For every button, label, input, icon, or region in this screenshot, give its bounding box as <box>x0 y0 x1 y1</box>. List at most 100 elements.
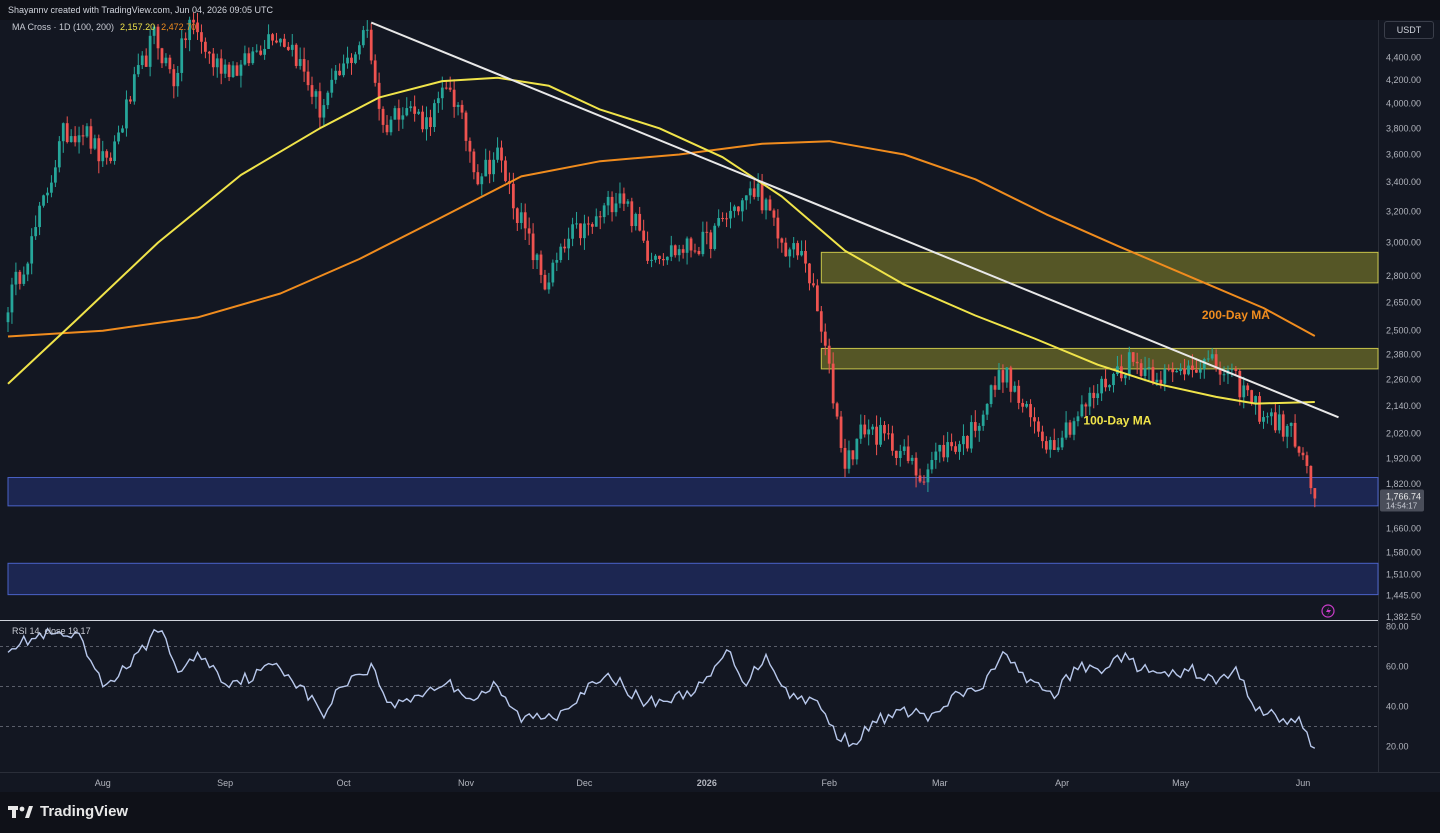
candle[interactable] <box>164 53 168 67</box>
candle[interactable] <box>673 244 677 258</box>
candle[interactable] <box>460 100 464 120</box>
candle[interactable] <box>985 402 989 421</box>
candle[interactable] <box>444 80 448 90</box>
candle[interactable] <box>1064 411 1068 440</box>
candle[interactable] <box>1285 423 1289 449</box>
candle[interactable] <box>243 45 247 66</box>
candle[interactable] <box>606 190 610 216</box>
candle[interactable] <box>184 32 188 49</box>
candle[interactable] <box>630 197 634 233</box>
candle[interactable] <box>121 125 124 133</box>
candle[interactable] <box>204 37 207 59</box>
candle[interactable] <box>958 440 961 460</box>
candle[interactable] <box>125 90 128 137</box>
candle[interactable] <box>954 441 957 455</box>
candle[interactable] <box>792 236 796 258</box>
candle[interactable] <box>484 148 488 177</box>
candle[interactable] <box>1277 405 1281 434</box>
candle[interactable] <box>1123 374 1127 386</box>
candle[interactable] <box>531 223 535 270</box>
candle[interactable] <box>73 126 77 147</box>
candle[interactable] <box>780 237 784 253</box>
candle[interactable] <box>132 66 136 105</box>
candle[interactable] <box>693 243 697 254</box>
indicator-legend[interactable]: MA Cross · 1D (100, 200) 2,157.20 2,472.… <box>12 22 196 32</box>
candle[interactable] <box>476 164 480 186</box>
candle[interactable] <box>136 53 140 78</box>
candle[interactable] <box>638 206 642 232</box>
candle[interactable] <box>504 156 507 183</box>
candle[interactable] <box>800 240 803 257</box>
candle[interactable] <box>215 53 219 78</box>
candle[interactable] <box>113 135 116 165</box>
candle[interactable] <box>10 277 14 324</box>
candle[interactable] <box>934 442 938 469</box>
candle[interactable] <box>1273 401 1277 433</box>
ma200-line[interactable] <box>7 140 1316 338</box>
candle[interactable] <box>1143 356 1147 382</box>
candle[interactable] <box>235 62 239 77</box>
candle[interactable] <box>196 12 199 40</box>
candle[interactable] <box>22 266 26 287</box>
candle[interactable] <box>788 247 792 268</box>
candle[interactable] <box>326 90 330 110</box>
candle[interactable] <box>500 140 503 173</box>
candle[interactable] <box>989 384 993 408</box>
candle[interactable] <box>890 425 894 456</box>
candle[interactable] <box>681 244 685 259</box>
candle[interactable] <box>938 444 942 463</box>
candle[interactable] <box>563 238 567 253</box>
candle[interactable] <box>922 475 926 486</box>
candle[interactable] <box>867 419 871 446</box>
candle[interactable] <box>144 48 148 68</box>
candle[interactable] <box>1147 357 1151 381</box>
candle[interactable] <box>1025 401 1028 409</box>
resistance-zone-1[interactable] <box>820 347 1379 370</box>
candle[interactable] <box>200 24 203 54</box>
candle[interactable] <box>1305 451 1309 474</box>
candle[interactable] <box>1206 350 1210 362</box>
candle[interactable] <box>488 150 492 184</box>
candle[interactable] <box>279 38 282 47</box>
candle[interactable] <box>575 211 578 229</box>
candle[interactable] <box>50 175 53 198</box>
support-zone-2[interactable] <box>7 477 1379 507</box>
candle[interactable] <box>843 438 847 478</box>
candle[interactable] <box>109 152 113 164</box>
candle[interactable] <box>697 246 701 256</box>
candle[interactable] <box>717 209 721 228</box>
candle[interactable] <box>894 450 898 466</box>
candle[interactable] <box>863 415 867 438</box>
candle[interactable] <box>223 59 227 79</box>
candle[interactable] <box>590 222 594 234</box>
candle[interactable] <box>117 125 120 145</box>
candle[interactable] <box>709 229 713 259</box>
candle[interactable] <box>1135 352 1139 374</box>
candle[interactable] <box>492 152 496 182</box>
candle[interactable] <box>902 439 906 456</box>
candle[interactable] <box>997 363 1001 390</box>
candle[interactable] <box>85 123 89 138</box>
candle[interactable] <box>318 82 322 130</box>
candle[interactable] <box>1289 422 1293 437</box>
candle[interactable] <box>950 433 953 451</box>
candle[interactable] <box>30 228 34 275</box>
candle[interactable] <box>397 99 401 132</box>
candle[interactable] <box>314 89 318 109</box>
candle[interactable] <box>1297 445 1301 457</box>
candle[interactable] <box>369 23 373 65</box>
candle[interactable] <box>1021 398 1025 413</box>
candle[interactable] <box>322 98 326 126</box>
candle[interactable] <box>421 105 424 133</box>
candle[interactable] <box>330 68 334 98</box>
candle[interactable] <box>429 109 432 136</box>
candle[interactable] <box>930 451 934 474</box>
candle[interactable] <box>981 410 985 431</box>
candle[interactable] <box>1218 361 1222 386</box>
candle[interactable] <box>772 208 776 226</box>
candle[interactable] <box>1092 385 1096 409</box>
candle[interactable] <box>1151 359 1155 386</box>
candle[interactable] <box>1167 364 1171 372</box>
candle[interactable] <box>918 468 922 484</box>
